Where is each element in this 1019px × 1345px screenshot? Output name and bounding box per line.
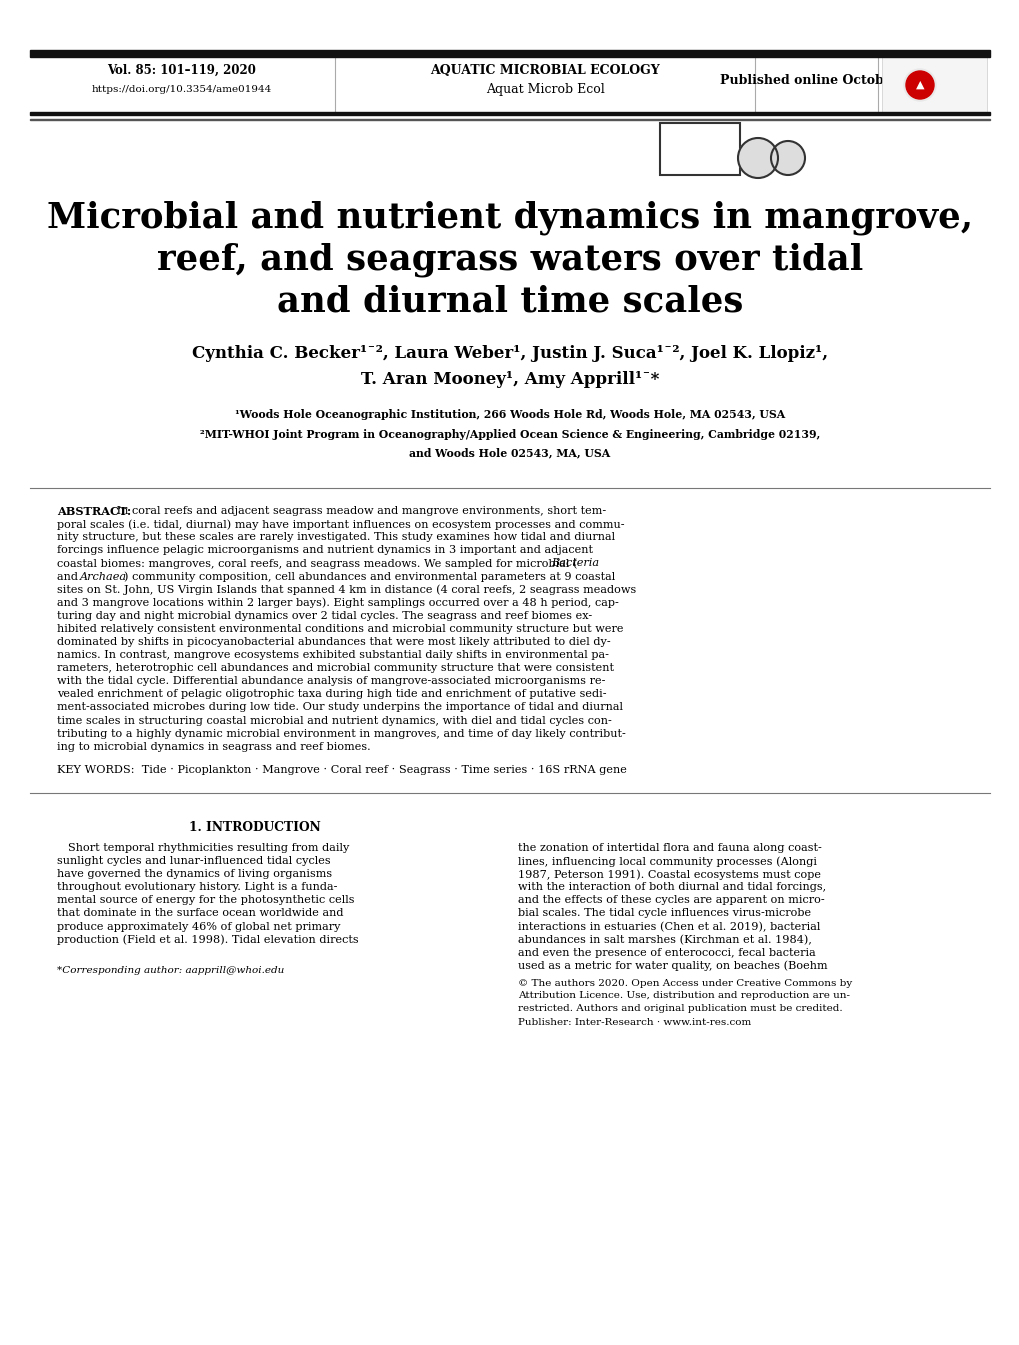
Text: cc: cc	[750, 152, 764, 164]
Text: 1. INTRODUCTION: 1. INTRODUCTION	[189, 820, 321, 834]
Text: OPEN: OPEN	[683, 148, 715, 157]
Text: Published online October 8: Published online October 8	[719, 74, 911, 87]
Text: © The authors 2020. Open Access under Creative Commons by: © The authors 2020. Open Access under Cr…	[518, 979, 852, 987]
Text: with the tidal cycle. Differential abundance analysis of mangrove-associated mic: with the tidal cycle. Differential abund…	[57, 677, 605, 686]
Text: ing to microbial dynamics in seagrass and reef biomes.: ing to microbial dynamics in seagrass an…	[57, 742, 370, 752]
Text: Vol. 85: 101–119, 2020: Vol. 85: 101–119, 2020	[107, 63, 256, 77]
Text: and the effects of these cycles are apparent on micro-: and the effects of these cycles are appa…	[518, 896, 823, 905]
Text: ) community composition, cell abundances and environmental parameters at 9 coast: ) community composition, cell abundances…	[124, 572, 614, 582]
Circle shape	[738, 139, 777, 178]
Text: and Woods Hole 02543, MA, USA: and Woods Hole 02543, MA, USA	[409, 448, 610, 459]
Text: nity structure, but these scales are rarely investigated. This study examines ho: nity structure, but these scales are rar…	[57, 533, 614, 542]
Text: ment-associated microbes during low tide. Our study underpins the importance of : ment-associated microbes during low tide…	[57, 702, 623, 713]
Text: dominated by shifts in picocyanobacterial abundances that were most likely attri: dominated by shifts in picocyanobacteria…	[57, 638, 610, 647]
Circle shape	[770, 141, 804, 175]
Text: bial scales. The tidal cycle influences virus-microbe: bial scales. The tidal cycle influences …	[518, 908, 810, 919]
Text: Attribution Licence. Use, distribution and reproduction are un-: Attribution Licence. Use, distribution a…	[518, 991, 849, 1001]
Text: used as a metric for water quality, on beaches (Boehm: used as a metric for water quality, on b…	[518, 960, 826, 971]
Text: ¹Woods Hole Oceanographic Institution, 266 Woods Hole Rd, Woods Hole, MA 02543, : ¹Woods Hole Oceanographic Institution, 2…	[234, 409, 785, 421]
Text: reef, and seagrass waters over tidal: reef, and seagrass waters over tidal	[157, 242, 862, 277]
Text: namics. In contrast, mangrove ecosystems exhibited substantial daily shifts in e: namics. In contrast, mangrove ecosystems…	[57, 650, 608, 660]
Text: and: and	[57, 572, 82, 581]
Text: the zonation of intertidal flora and fauna along coast-: the zonation of intertidal flora and fau…	[518, 843, 821, 853]
Text: ACCESS: ACCESS	[677, 160, 721, 169]
Bar	[659, 122, 739, 175]
Text: 1987, Peterson 1991). Coastal ecosystems must cope: 1987, Peterson 1991). Coastal ecosystems…	[518, 869, 820, 880]
Text: https://doi.org/10.3354/ame01944: https://doi.org/10.3354/ame01944	[92, 86, 272, 94]
Text: rameters, heterotrophic cell abundances and microbial community structure that w: rameters, heterotrophic cell abundances …	[57, 663, 613, 674]
Text: Microbial and nutrient dynamics in mangrove,: Microbial and nutrient dynamics in mangr…	[47, 200, 972, 235]
Text: forcings influence pelagic microorganisms and nutrient dynamics in 3 important a: forcings influence pelagic microorganism…	[57, 545, 592, 555]
Text: abundances in salt marshes (Kirchman et al. 1984),: abundances in salt marshes (Kirchman et …	[518, 935, 811, 946]
Text: updates: updates	[934, 79, 965, 89]
Text: Publisher: Inter-Research · www.int-res.com: Publisher: Inter-Research · www.int-res.…	[518, 1018, 751, 1028]
Text: AQUATIC MICROBIAL ECOLOGY: AQUATIC MICROBIAL ECOLOGY	[430, 63, 659, 77]
Text: that dominate in the surface ocean worldwide and: that dominate in the surface ocean world…	[57, 908, 343, 919]
Text: Aquat Microb Ecol: Aquat Microb Ecol	[485, 83, 604, 97]
Text: and even the presence of enterococci, fecal bacteria: and even the presence of enterococci, fe…	[518, 948, 815, 958]
Text: *Corresponding author: aapprill@whoi.edu: *Corresponding author: aapprill@whoi.edu	[57, 966, 284, 975]
Text: Short temporal rhythmicities resulting from daily: Short temporal rhythmicities resulting f…	[57, 843, 350, 853]
Text: mental source of energy for the photosynthetic cells: mental source of energy for the photosyn…	[57, 896, 355, 905]
Bar	[30, 118, 989, 120]
Text: turing day and night microbial dynamics over 2 tidal cycles. The seagrass and re: turing day and night microbial dynamics …	[57, 611, 592, 621]
Text: ²MIT-WHOI Joint Program in Oceanography/Applied Ocean Science & Engineering, Cam: ²MIT-WHOI Joint Program in Oceanography/…	[200, 429, 819, 441]
Circle shape	[905, 71, 933, 100]
Text: production (Field et al. 1998). Tidal elevation directs: production (Field et al. 1998). Tidal el…	[57, 935, 359, 946]
Text: Bacteria: Bacteria	[550, 558, 598, 569]
Text: tributing to a highly dynamic microbial environment in mangroves, and time of da: tributing to a highly dynamic microbial …	[57, 729, 625, 738]
Text: have governed the dynamics of living organisms: have governed the dynamics of living org…	[57, 869, 332, 880]
Bar	[30, 112, 989, 116]
Text: throughout evolutionary history. Light is a funda-: throughout evolutionary history. Light i…	[57, 882, 337, 892]
Text: ABSTRACT:: ABSTRACT:	[57, 506, 131, 516]
Text: restricted. Authors and original publication must be credited.: restricted. Authors and original publica…	[518, 1003, 842, 1013]
Bar	[30, 50, 989, 56]
Text: with the interaction of both diurnal and tidal forcings,: with the interaction of both diurnal and…	[518, 882, 825, 892]
Text: vealed enrichment of pelagic oligotrophic taxa during high tide and enrichment o: vealed enrichment of pelagic oligotrophi…	[57, 690, 606, 699]
Text: interactions in estuaries (Chen et al. 2019), bacterial: interactions in estuaries (Chen et al. 2…	[518, 921, 819, 932]
Text: sunlight cycles and lunar-influenced tidal cycles: sunlight cycles and lunar-influenced tid…	[57, 855, 330, 866]
Text: time scales in structuring coastal microbial and nutrient dynamics, with diel an: time scales in structuring coastal micro…	[57, 716, 611, 725]
Text: lines, influencing local community processes (Alongi: lines, influencing local community proce…	[518, 855, 816, 866]
Text: and diurnal time scales: and diurnal time scales	[276, 285, 743, 319]
Bar	[881, 56, 986, 114]
Text: Cynthia C. Becker¹ˉ², Laura Weber¹, Justin J. Suca¹ˉ², Joel K. Llopiz¹,: Cynthia C. Becker¹ˉ², Laura Weber¹, Just…	[192, 346, 827, 363]
Text: sites on St. John, US Virgin Islands that spanned 4 km in distance (4 coral reef: sites on St. John, US Virgin Islands tha…	[57, 585, 636, 594]
Text: T. Aran Mooney¹, Amy Apprill¹ˉ*: T. Aran Mooney¹, Amy Apprill¹ˉ*	[361, 371, 658, 389]
Text: ▲: ▲	[915, 79, 923, 90]
Circle shape	[903, 69, 935, 101]
Text: ⓘ: ⓘ	[783, 151, 792, 164]
Text: coastal biomes: mangroves, coral reefs, and seagrass meadows. We sampled for mic: coastal biomes: mangroves, coral reefs, …	[57, 558, 577, 569]
Text: poral scales (i.e. tidal, diurnal) may have important influences on ecosystem pr: poral scales (i.e. tidal, diurnal) may h…	[57, 519, 624, 530]
Text: KEY WORDS:  Tide · Picoplankton · Mangrove · Coral reef · Seagrass · Time series: KEY WORDS: Tide · Picoplankton · Mangrov…	[57, 765, 627, 775]
Text: Archaea: Archaea	[79, 572, 127, 581]
Text: produce approximately 46% of global net primary: produce approximately 46% of global net …	[57, 921, 340, 932]
Text: In coral reefs and adjacent seagrass meadow and mangrove environments, short tem: In coral reefs and adjacent seagrass mea…	[113, 506, 605, 516]
Text: and 3 mangrove locations within 2 larger bays). Eight samplings occurred over a : and 3 mangrove locations within 2 larger…	[57, 597, 619, 608]
Text: Check for: Check for	[934, 67, 970, 77]
Text: hibited relatively consistent environmental conditions and microbial community s: hibited relatively consistent environmen…	[57, 624, 623, 633]
